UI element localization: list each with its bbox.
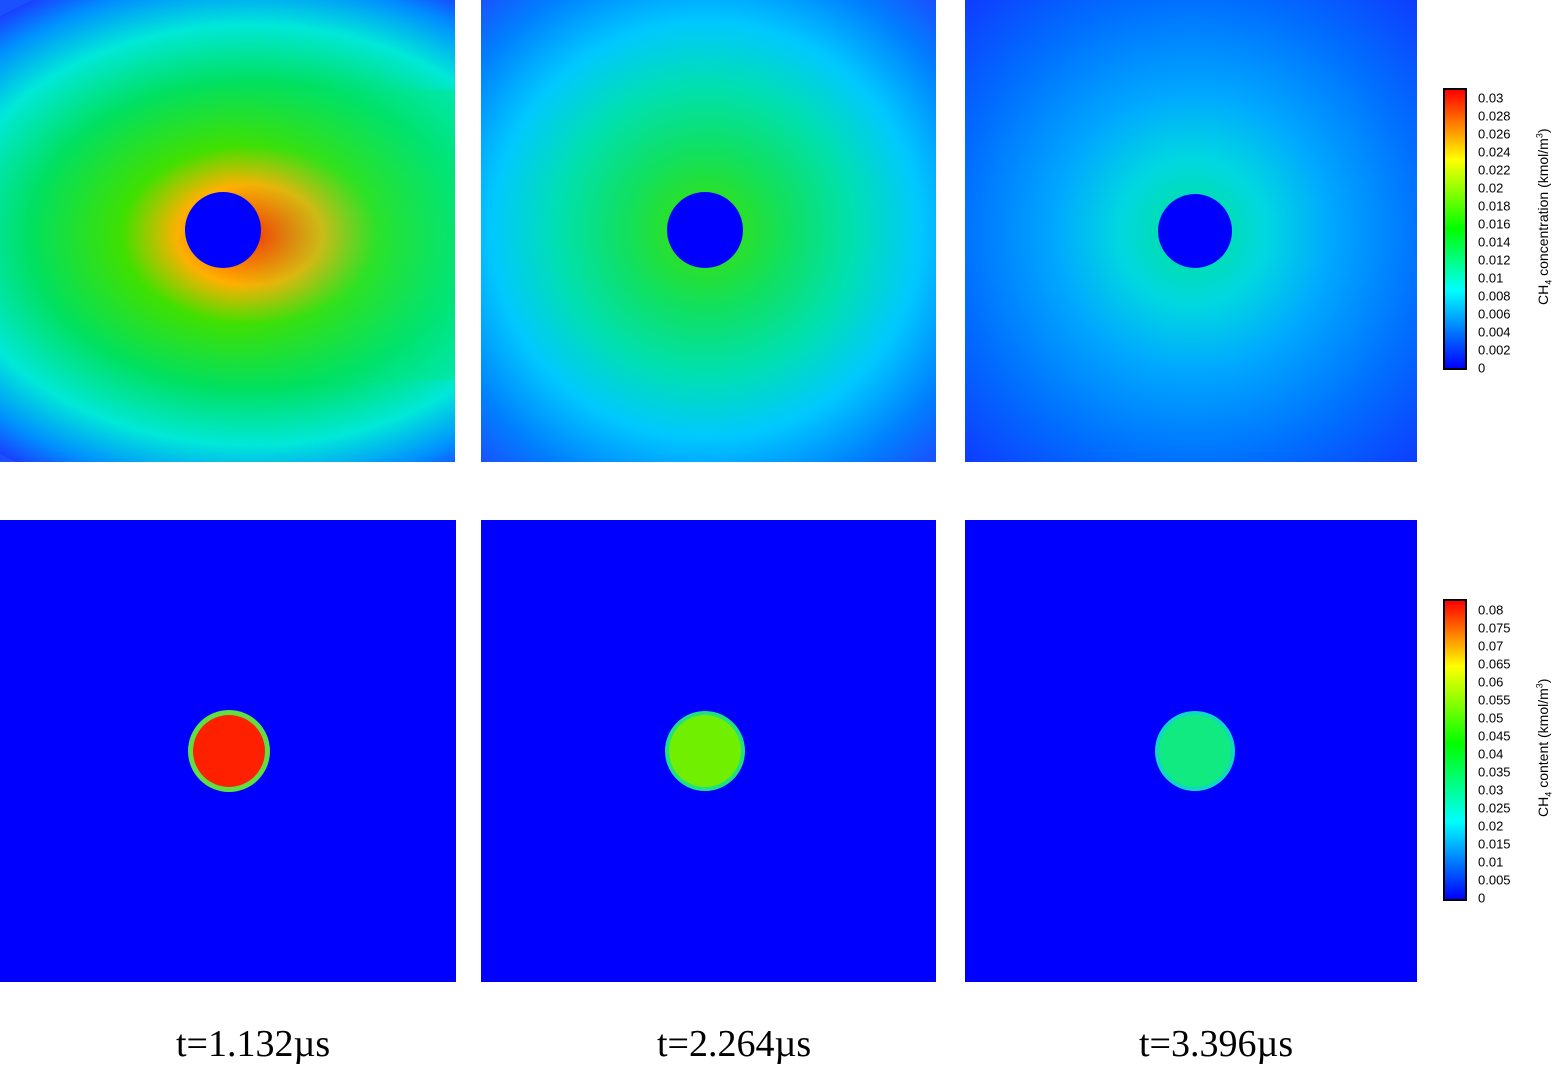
colorbar-tick-label: 0.006 xyxy=(1478,306,1511,322)
content-panel-2 xyxy=(481,520,936,982)
content-heatmap-2 xyxy=(481,520,936,982)
colorbar-tick-label: 0.08 xyxy=(1478,602,1504,618)
time-label-3: t=3.396µs xyxy=(1139,1023,1294,1065)
particle xyxy=(669,715,741,787)
concentration-colorbar xyxy=(1443,88,1467,370)
particle xyxy=(1158,194,1232,268)
colorbar-tick-label: 0.035 xyxy=(1478,764,1511,780)
colorbar-tick-label: 0 xyxy=(1478,360,1486,376)
colorbar-tick-label: 0.012 xyxy=(1478,252,1511,268)
particle xyxy=(185,192,261,268)
time-label-1: t=1.132µs xyxy=(176,1023,331,1065)
colorbar-tick-label: 0.022 xyxy=(1478,162,1511,178)
colorbar-tick-label: 0.01 xyxy=(1478,854,1504,870)
colorbar-tick-label: 0.055 xyxy=(1478,692,1511,708)
colorbar-tick-label: 0.075 xyxy=(1478,620,1511,636)
colorbar-tick-label: 0.015 xyxy=(1478,836,1511,852)
colorbar-tick-label: 0.028 xyxy=(1478,108,1511,124)
colorbar-tick-label: 0.03 xyxy=(1478,90,1504,106)
colorbar-tick-label: 0.016 xyxy=(1478,216,1511,232)
colorbar-tick-label: 0 xyxy=(1478,890,1486,906)
concentration-colorbar-label: CH4 concentration (kmol/m3) xyxy=(1534,128,1552,306)
content-heatmap-3 xyxy=(965,520,1417,982)
particle xyxy=(1159,715,1231,787)
colorbar-tick-label: 0.014 xyxy=(1478,234,1511,250)
colorbar-tick-label: 0.024 xyxy=(1478,144,1511,160)
content-colorbar-label: CH4 content (kmol/m3) xyxy=(1534,678,1552,817)
particle xyxy=(667,192,743,268)
time-label-2: t=2.264µs xyxy=(657,1023,812,1065)
concentration-panel-2 xyxy=(481,0,936,462)
colorbar-tick-label: 0.07 xyxy=(1478,638,1504,654)
concentration-heatmap-2 xyxy=(481,0,936,462)
colorbar-tick-label: 0.026 xyxy=(1478,126,1511,142)
concentration-heatmap-1 xyxy=(0,0,455,462)
particle xyxy=(193,715,265,787)
colorbar-tick-label: 0.06 xyxy=(1478,674,1504,690)
colorbar-tick-label: 0.002 xyxy=(1478,342,1511,358)
colorbar-tick-label: 0.045 xyxy=(1478,728,1511,744)
colorbar-tick-label: 0.01 xyxy=(1478,270,1504,286)
content-panel-1 xyxy=(0,520,456,982)
colorbar-tick-label: 0.03 xyxy=(1478,782,1504,798)
colorbar-tick-label: 0.005 xyxy=(1478,872,1511,888)
content-colorbar xyxy=(1443,599,1467,901)
concentration-panel-1 xyxy=(0,0,455,462)
concentration-heatmap-3 xyxy=(965,0,1417,462)
colorbar-tick-label: 0.004 xyxy=(1478,324,1511,340)
colorbar-tick-label: 0.018 xyxy=(1478,198,1511,214)
colorbar-tick-label: 0.05 xyxy=(1478,710,1504,726)
colorbar-tick-label: 0.02 xyxy=(1478,180,1504,196)
colorbar-tick-label: 0.04 xyxy=(1478,746,1504,762)
colorbar-tick-label: 0.008 xyxy=(1478,288,1511,304)
colorbar-tick-label: 0.065 xyxy=(1478,656,1511,672)
colorbar-tick-label: 0.025 xyxy=(1478,800,1511,816)
content-panel-3 xyxy=(965,520,1417,982)
colorbar-tick-label: 0.02 xyxy=(1478,818,1504,834)
plume-wake xyxy=(230,90,455,380)
content-heatmap-1 xyxy=(0,520,456,982)
concentration-panel-3 xyxy=(965,0,1417,462)
